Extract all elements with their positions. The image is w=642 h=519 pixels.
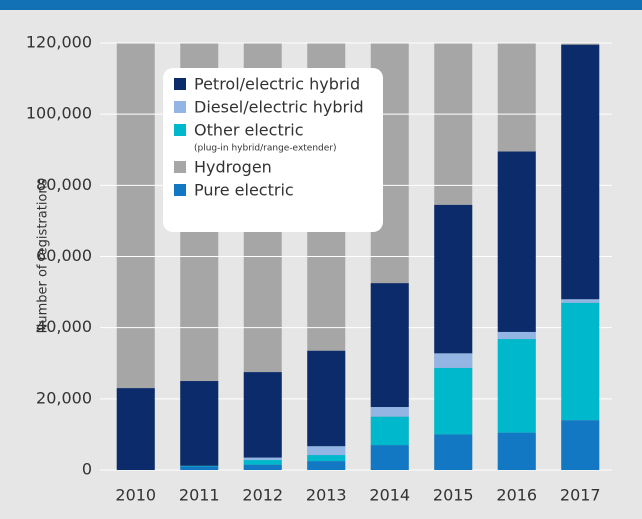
- legend-swatch: [174, 78, 186, 90]
- bar-segment: [370, 407, 409, 417]
- bar-segment: [243, 464, 282, 470]
- y-axis-label: Number of registrations: [36, 178, 51, 333]
- bar-segment: [370, 445, 409, 470]
- bar-segment: [434, 367, 473, 435]
- bar-segment: [243, 457, 282, 461]
- y-tick-label: 120,000: [26, 33, 92, 52]
- legend-swatch: [174, 184, 186, 196]
- y-tick-label: 60,000: [36, 246, 92, 265]
- bar-segment: [180, 466, 219, 470]
- bar-segment: [307, 350, 346, 447]
- legend-note: (plug-in hybrid/range-extender): [194, 144, 337, 154]
- legend-label: Hydrogen: [194, 158, 272, 177]
- x-tick-label: 2013: [306, 486, 347, 505]
- legend-swatch: [174, 124, 186, 136]
- legend-box: [163, 68, 383, 232]
- bar-segment: [561, 299, 600, 303]
- bar-segment: [497, 331, 536, 340]
- legend-swatch: [174, 161, 186, 173]
- x-tick-label: 2015: [433, 486, 474, 505]
- legend-label: Petrol/electric hybrid: [194, 75, 360, 94]
- legend-swatch: [174, 101, 186, 113]
- legend-label: Diesel/electric hybrid: [194, 98, 364, 117]
- y-tick-label: 80,000: [36, 175, 92, 194]
- bar-segment: [307, 446, 346, 456]
- bar-segment: [497, 432, 536, 470]
- bar-segment: [434, 204, 473, 354]
- bar-segment: [370, 416, 409, 446]
- bar-segment: [180, 465, 219, 467]
- bar-segment: [434, 434, 473, 470]
- bar-segment: [243, 460, 282, 465]
- y-tick-label: 40,000: [36, 317, 92, 336]
- top-band: [0, 0, 642, 10]
- bar-segment: [561, 302, 600, 421]
- bar-segment: [243, 372, 282, 458]
- bar-segment: [116, 388, 155, 470]
- y-tick-label: 0: [82, 460, 92, 479]
- bar-segment: [497, 151, 536, 332]
- bar-segment: [307, 461, 346, 470]
- bar-segment: [434, 353, 473, 368]
- bar-segment: [370, 283, 409, 408]
- x-tick-label: 2012: [242, 486, 283, 505]
- x-tick-label: 2017: [560, 486, 601, 505]
- legend-label: Other electric: [194, 121, 304, 140]
- x-tick-label: 2011: [179, 486, 220, 505]
- bar-segment: [307, 455, 346, 462]
- bar-segment: [561, 44, 600, 300]
- x-tick-label: 2010: [115, 486, 156, 505]
- x-tick-label: 2016: [496, 486, 537, 505]
- bar-segment: [561, 420, 600, 470]
- y-tick-label: 100,000: [26, 104, 92, 123]
- x-tick-label: 2014: [369, 486, 410, 505]
- y-tick-label: 20,000: [36, 388, 92, 407]
- bar-segment: [180, 381, 219, 466]
- bar-segment: [497, 339, 536, 433]
- legend-label: Pure electric: [194, 181, 294, 200]
